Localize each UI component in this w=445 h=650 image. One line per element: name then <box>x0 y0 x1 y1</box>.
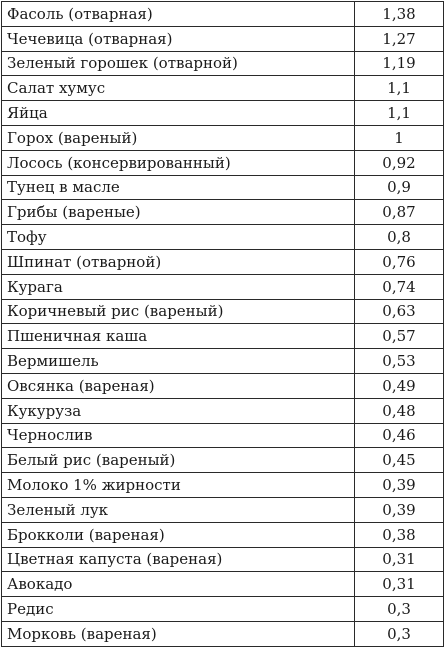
food-value-cell: 0,39 <box>354 472 444 498</box>
food-name-cell: Морковь (вареная) <box>1 620 355 647</box>
food-value-cell: 0,57 <box>354 323 444 350</box>
food-name-cell: Вермишель <box>1 348 355 374</box>
food-value-cell: 0,92 <box>354 149 444 176</box>
food-name-cell: Авокадо <box>1 571 355 598</box>
table-row: Фасоль (отварная) 1,38 <box>1 1 444 27</box>
table-row: Грибы (вареные) 0,87 <box>1 199 444 226</box>
food-name-cell: Овсянка (вареная) <box>1 372 355 399</box>
food-value-cell: 1,38 <box>354 1 444 27</box>
table-row: Горох (вареный) 1 <box>1 124 444 151</box>
food-value-cell: 0,63 <box>354 298 444 325</box>
food-value-cell: 0,48 <box>354 397 444 424</box>
table-row: Кукуруза 0,48 <box>1 397 444 424</box>
table-row: Тунец в масле 0,9 <box>1 174 444 201</box>
table-row: Чечевица (отварная) 1,27 <box>1 25 444 52</box>
table-row: Овсянка (вареная) 0,49 <box>1 372 444 399</box>
food-name-cell: Зеленый лук <box>1 496 355 523</box>
food-value-cell: 1 <box>354 124 444 151</box>
food-value-cell: 0,76 <box>354 248 444 275</box>
table-row: Брокколи (вареная) 0,38 <box>1 521 444 548</box>
food-name-cell: Белый рис (вареный) <box>1 447 355 474</box>
food-name-cell: Пшеничная каша <box>1 323 355 350</box>
table-row: Шпинат (отварной) 0,76 <box>1 248 444 275</box>
food-name-cell: Горох (вареный) <box>1 124 355 151</box>
food-value-cell: 0,45 <box>354 447 444 474</box>
table-row: Морковь (вареная) 0,3 <box>1 620 444 647</box>
food-value-cell: 1,19 <box>354 50 444 77</box>
food-name-cell: Молоко 1% жирности <box>1 472 355 498</box>
table-row: Редис 0,3 <box>1 596 444 622</box>
food-name-cell: Яйца <box>1 100 355 126</box>
food-value-cell: 0,74 <box>354 273 444 300</box>
table-row: Белый рис (вареный) 0,45 <box>1 447 444 474</box>
table-row: Вермишель 0,53 <box>1 348 444 374</box>
food-value-cell: 0,31 <box>354 546 444 573</box>
food-name-cell: Чернослив <box>1 422 355 449</box>
table-row: Салат хумус 1,1 <box>1 75 444 102</box>
table-row: Цветная капуста (вареная) 0,31 <box>1 546 444 573</box>
table-row: Курага 0,74 <box>1 273 444 300</box>
food-name-cell: Чечевица (отварная) <box>1 25 355 52</box>
table-row: Зеленый лук 0,39 <box>1 496 444 523</box>
food-value-cell: 0,9 <box>354 174 444 201</box>
table-row: Молоко 1% жирности 0,39 <box>1 472 444 498</box>
food-value-cell: 0,53 <box>354 348 444 374</box>
table-row: Зеленый горошек (отварной) 1,19 <box>1 50 444 77</box>
table-row: Яйца 1,1 <box>1 100 444 126</box>
table-row: Чернослив 0,46 <box>1 422 444 449</box>
food-value-cell: 0,49 <box>354 372 444 399</box>
food-value-cell: 0,38 <box>354 521 444 548</box>
food-value-cell: 0,3 <box>354 620 444 647</box>
food-name-cell: Редис <box>1 596 355 622</box>
food-value-cell: 1,1 <box>354 100 444 126</box>
food-name-cell: Курага <box>1 273 355 300</box>
food-value-cell: 0,87 <box>354 199 444 226</box>
table-row: Тофу 0,8 <box>1 224 444 250</box>
food-name-cell: Грибы (вареные) <box>1 199 355 226</box>
food-name-cell: Кукуруза <box>1 397 355 424</box>
food-name-cell: Тофу <box>1 224 355 250</box>
food-name-cell: Брокколи (вареная) <box>1 521 355 548</box>
table-row: Авокадо 0,31 <box>1 571 444 598</box>
food-value-cell: 0,39 <box>354 496 444 523</box>
food-value-cell: 0,8 <box>354 224 444 250</box>
food-value-cell: 0,46 <box>354 422 444 449</box>
food-name-cell: Шпинат (отварной) <box>1 248 355 275</box>
food-value-cell: 1,1 <box>354 75 444 102</box>
food-name-cell: Тунец в масле <box>1 174 355 201</box>
food-value-cell: 0,3 <box>354 596 444 622</box>
table-row: Пшеничная каша 0,57 <box>1 323 444 350</box>
food-name-cell: Зеленый горошек (отварной) <box>1 50 355 77</box>
food-name-cell: Салат хумус <box>1 75 355 102</box>
table-row: Коричневый рис (вареный) 0,63 <box>1 298 444 325</box>
food-name-cell: Коричневый рис (вареный) <box>1 298 355 325</box>
food-name-cell: Лосось (консервированный) <box>1 149 355 176</box>
food-value-cell: 1,27 <box>354 25 444 52</box>
food-name-cell: Фасоль (отварная) <box>1 1 355 27</box>
table-row: Лосось (консервированный) 0,92 <box>1 149 444 176</box>
food-name-cell: Цветная капуста (вареная) <box>1 546 355 573</box>
food-value-cell: 0,31 <box>354 571 444 598</box>
